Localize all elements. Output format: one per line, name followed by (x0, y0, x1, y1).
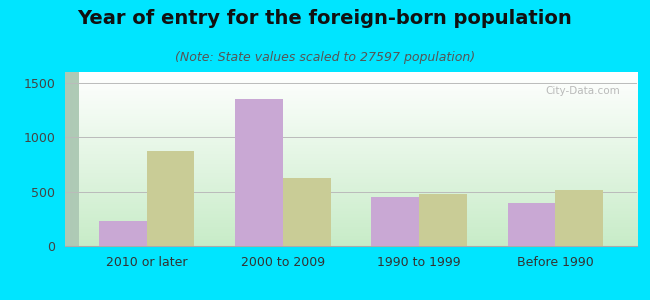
Text: Year of entry for the foreign-born population: Year of entry for the foreign-born popul… (77, 9, 573, 28)
Bar (283, 178, 331, 246)
Bar (371, 197, 419, 246)
Bar (99, 221, 147, 246)
Bar (147, 152, 194, 246)
Text: (Note: State values scaled to 27597 population): (Note: State values scaled to 27597 popu… (175, 51, 475, 64)
Bar (555, 190, 603, 246)
Text: City-Data.com: City-Data.com (545, 86, 620, 96)
Bar (508, 202, 555, 246)
Bar (235, 99, 283, 246)
Bar (419, 194, 467, 246)
